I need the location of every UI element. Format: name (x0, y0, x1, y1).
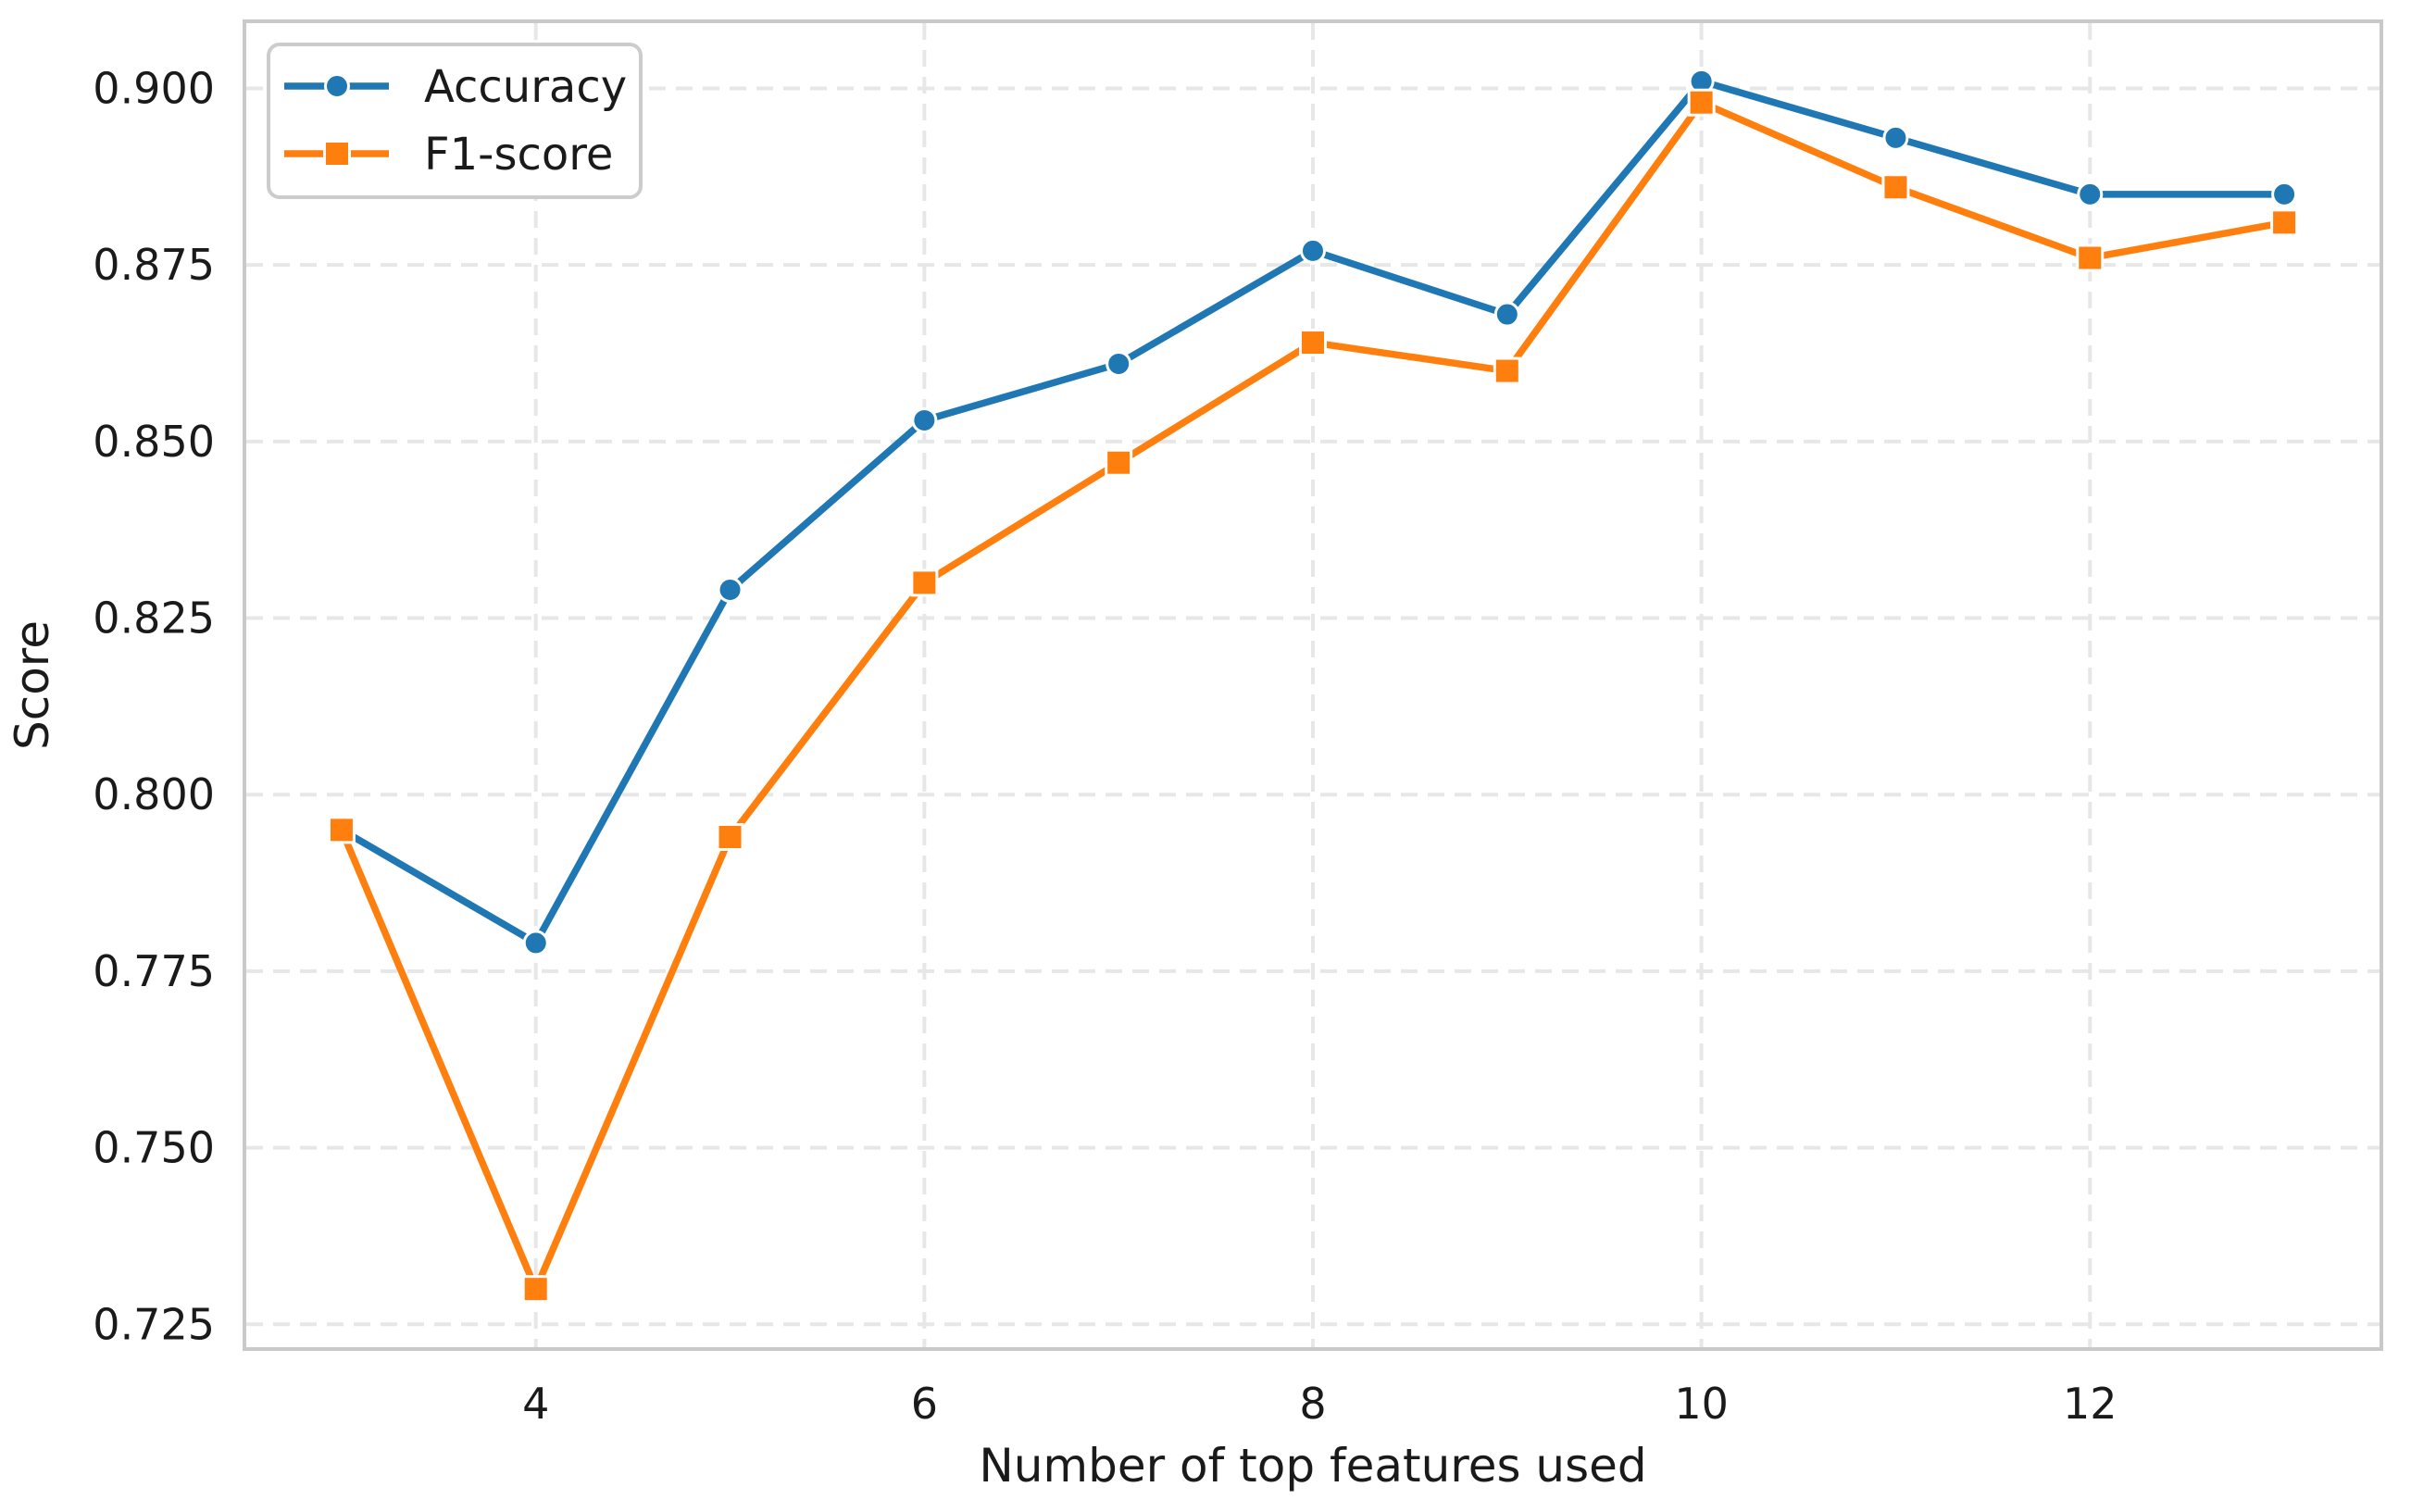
y-tick-label: 0.900 (93, 63, 215, 113)
data-point-circle (1493, 301, 1520, 328)
x-tick-label: 6 (911, 1379, 938, 1429)
y-tick-label: 0.800 (93, 769, 215, 819)
plot-border (243, 19, 2383, 1351)
y-tick-label: 0.775 (93, 946, 215, 996)
data-point-square (910, 569, 939, 597)
series-f1-score (327, 88, 2299, 1304)
data-point-square (1881, 173, 1910, 202)
data-point-square (2076, 244, 2105, 272)
y-tick-label: 0.725 (93, 1299, 215, 1349)
data-point-circle (522, 930, 549, 956)
data-point-square (1687, 88, 1716, 117)
data-point-square (521, 1275, 550, 1304)
x-axis-label: Number of top features used (979, 1439, 1646, 1493)
legend-entry-accuracy: Accuracy (284, 61, 627, 113)
legend-marker-circle (324, 73, 350, 99)
legend-entry-f1-score: F1-score (284, 129, 613, 181)
legend-label: Accuracy (424, 61, 627, 113)
y-tick-labels: 0.725 0.750 0.775 0.800 0.825 0.850 0.875 0.900 (93, 63, 215, 1349)
y-tick-label: 0.750 (93, 1123, 215, 1173)
y-axis-label: Score (6, 620, 59, 750)
data-point-square (1493, 356, 1521, 385)
y-tick-label: 0.875 (93, 240, 215, 290)
data-point-square (716, 822, 744, 851)
x-tick-label: 10 (1674, 1379, 1729, 1429)
gridlines (246, 23, 2380, 1347)
data-point-square (1299, 329, 1327, 357)
data-point-circle (2271, 181, 2298, 207)
data-point-circle (717, 577, 743, 604)
data-point-square (1105, 448, 1133, 477)
y-tick-label: 0.850 (93, 417, 215, 467)
data-point-circle (1882, 124, 1909, 151)
x-tick-label: 12 (2063, 1379, 2117, 1429)
legend-entries: Accuracy F1-score (284, 61, 627, 181)
series-lines (327, 68, 2299, 1304)
legend: Accuracy F1-score (267, 43, 643, 199)
legend-label: F1-score (424, 129, 613, 181)
data-point-circle (1106, 350, 1132, 377)
data-point-circle (2077, 181, 2104, 207)
data-point-circle (1300, 237, 1326, 264)
x-tick-label: 8 (1299, 1379, 1326, 1429)
data-point-square (327, 816, 356, 844)
x-tick-label: 4 (522, 1379, 549, 1429)
y-tick-label: 0.825 (93, 594, 215, 644)
legend-marker-square (323, 140, 351, 168)
data-point-square (2270, 208, 2299, 237)
x-tick-labels: 4 6 8 10 12 (522, 1379, 2117, 1429)
data-point-circle (911, 406, 938, 433)
